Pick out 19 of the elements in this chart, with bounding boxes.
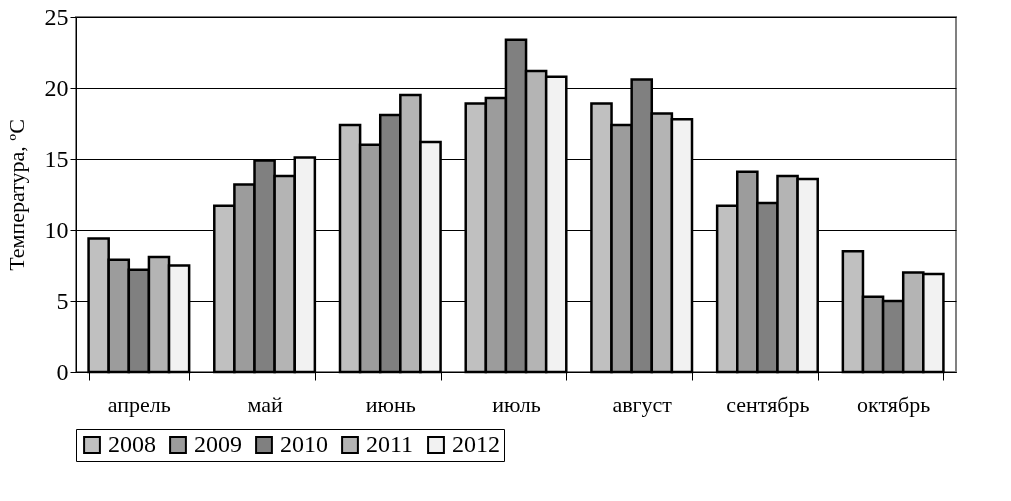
legend-label: 2011 [366, 431, 414, 457]
legend-label: 2008 [108, 431, 156, 457]
y-tick-label: 20 [44, 74, 69, 101]
y-tick-label: 25 [44, 3, 69, 30]
x-tick-label: июль [492, 391, 541, 417]
y-tick-label: 10 [44, 216, 69, 243]
x-tick-label: август [612, 391, 673, 417]
legend-label: 2009 [194, 431, 242, 457]
x-tick-label: май [247, 391, 283, 417]
x-tick-label: апрель [107, 391, 171, 417]
y-tick-label: 0 [56, 358, 69, 385]
x-tick-label: июнь [365, 391, 416, 417]
legend-label: 2012 [452, 431, 500, 457]
x-tick-label: октябрь [857, 391, 931, 417]
x-tick-label: сентябрь [726, 391, 810, 417]
y-axis-title: Температура, ºC [3, 119, 29, 271]
y-tick-label: 15 [44, 145, 69, 172]
legend-label: 2010 [280, 431, 328, 457]
y-tick-label: 5 [56, 287, 69, 314]
